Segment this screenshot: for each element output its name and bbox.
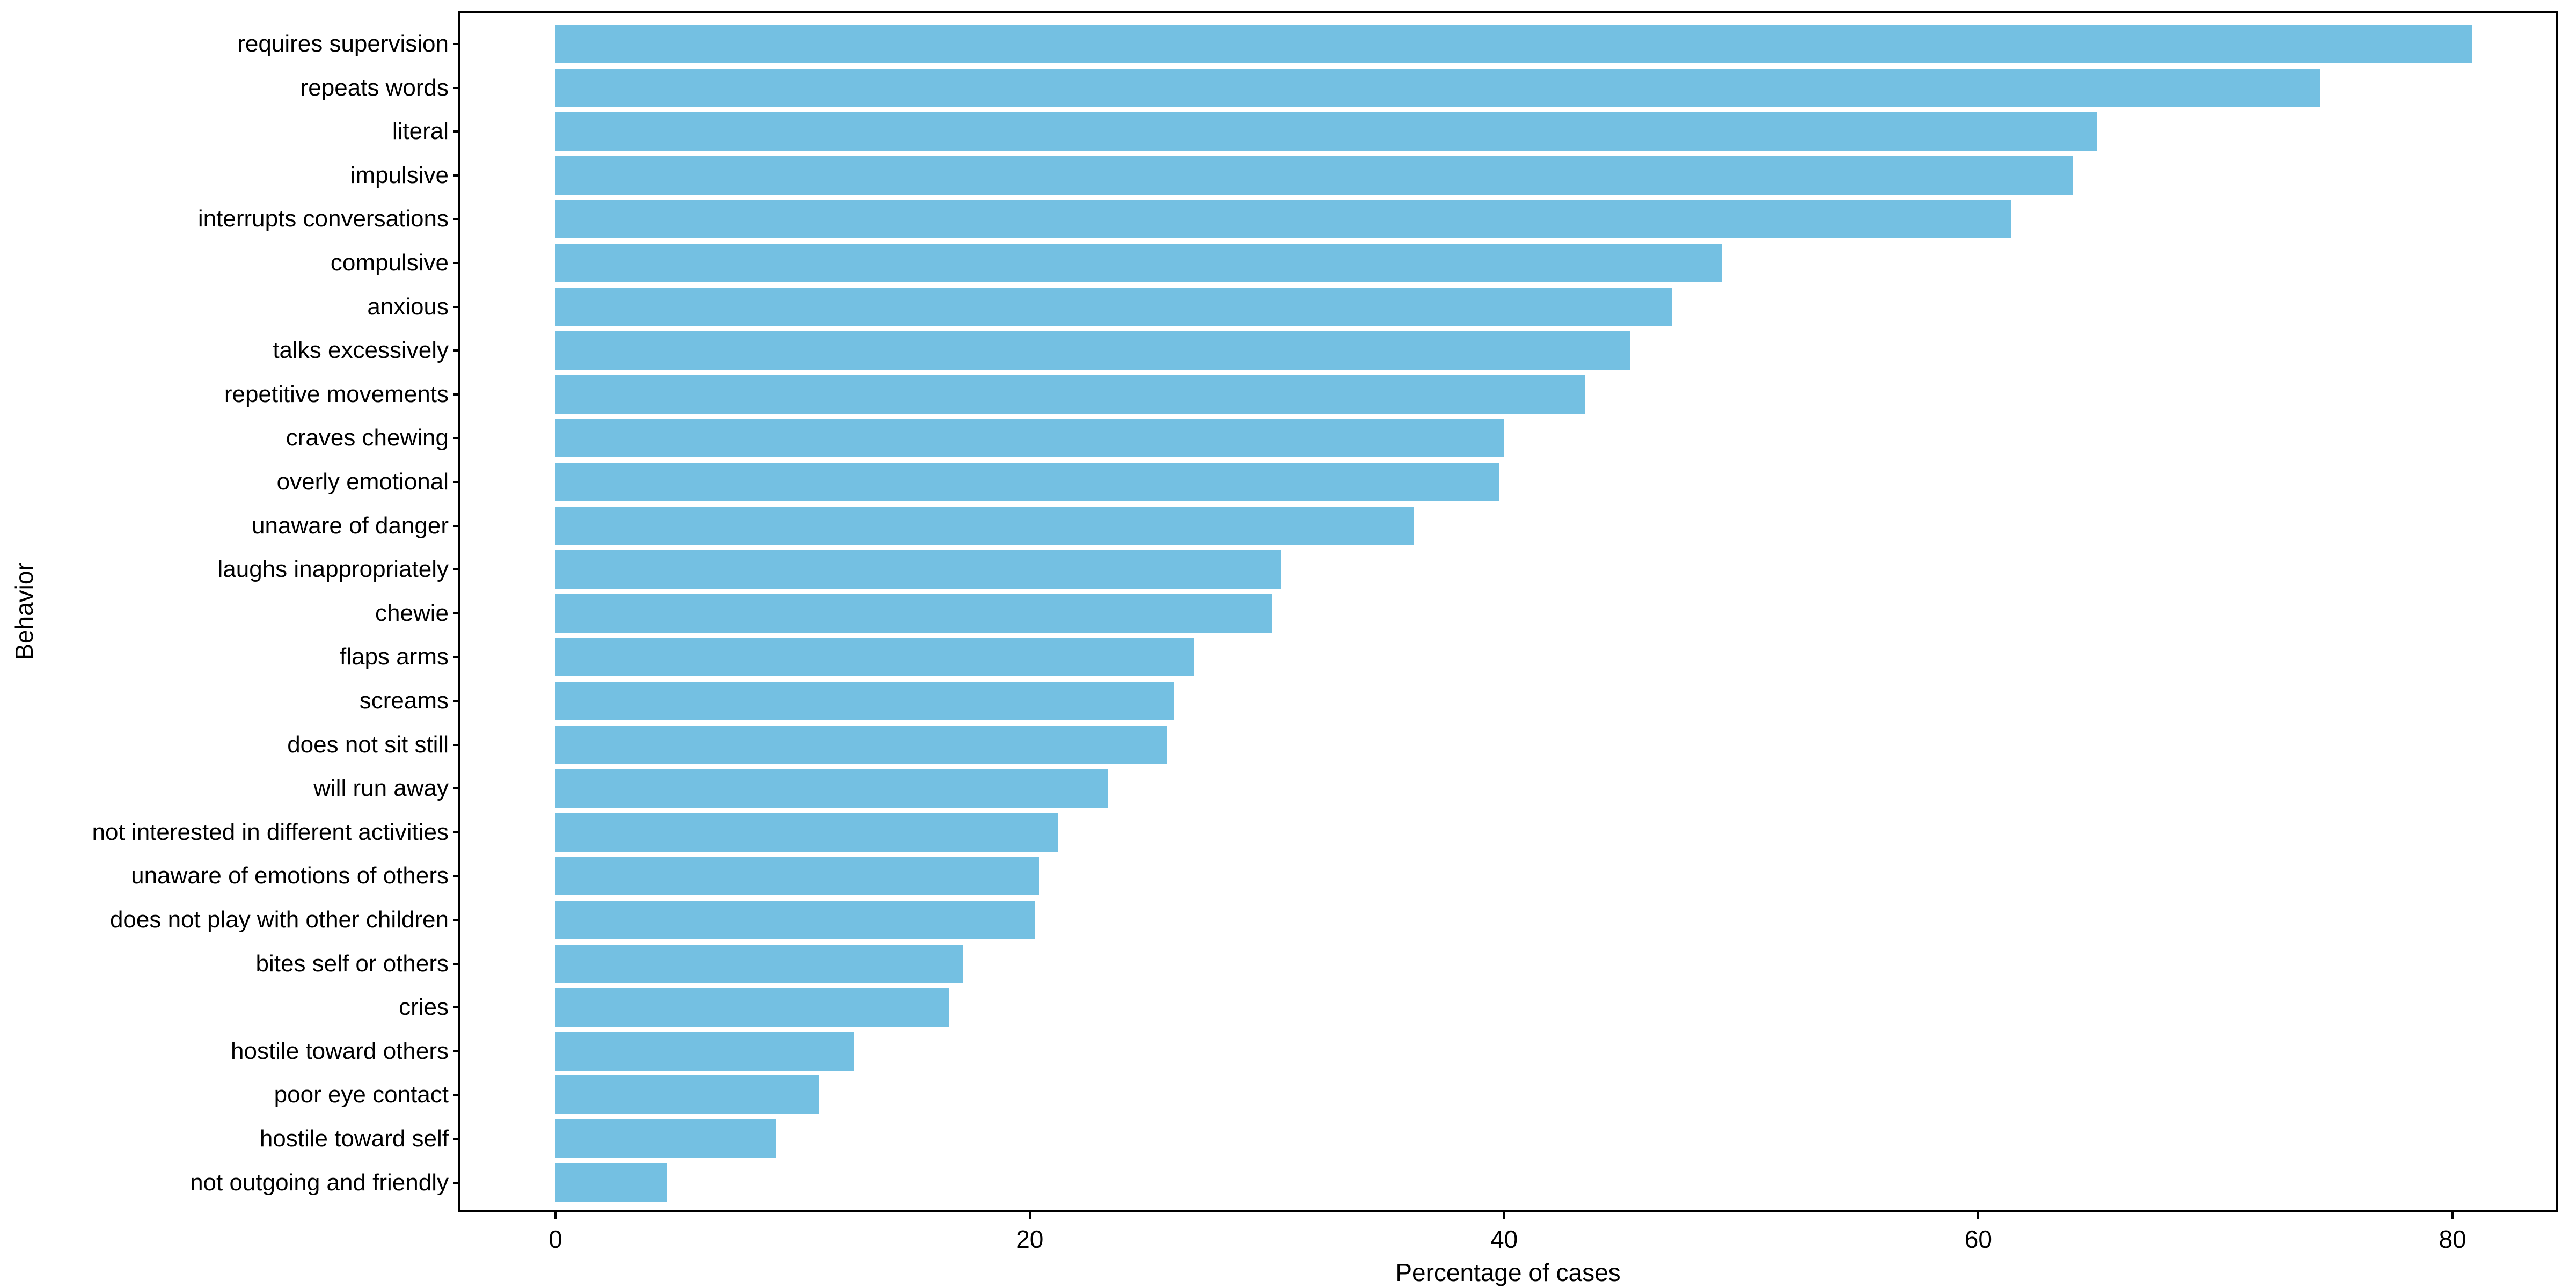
y-axis-tick [453, 743, 460, 746]
y-axis-tick [453, 305, 460, 308]
category-label: hostile toward others [231, 1037, 449, 1064]
y-axis-tick [453, 524, 460, 527]
y-axis-tick [453, 393, 460, 396]
x-axis-title: Percentage of cases [1395, 1258, 1621, 1286]
y-axis-tick [453, 568, 460, 571]
bar-hostile-toward-others [555, 1031, 854, 1071]
bar-flaps-arms [555, 638, 1194, 677]
y-axis-tick [453, 43, 460, 45]
bar-will-run-away [555, 769, 1108, 808]
category-label: does not sit still [287, 731, 449, 758]
y-axis-tick [453, 962, 460, 965]
y-axis-tick [453, 262, 460, 264]
category-label: unaware of emotions of others [131, 862, 449, 889]
bar-laughs-inappropriately [555, 550, 1281, 589]
category-label: poor eye contact [274, 1081, 449, 1108]
y-axis-tick [453, 1094, 460, 1096]
bar-unaware-of-emotions-of-others [555, 857, 1039, 896]
y-axis-title: Behavior [10, 562, 38, 660]
category-label: flaps arms [340, 643, 449, 670]
category-label: chewie [375, 599, 449, 626]
category-label: screams [359, 687, 449, 714]
bar-not-interested-in-different-activities [555, 813, 1058, 852]
x-tick-label: 20 [1016, 1225, 1044, 1253]
y-axis-tick [453, 1050, 460, 1052]
bar-cries [555, 988, 949, 1027]
category-label: anxious [367, 293, 449, 320]
category-label: will run away [313, 775, 449, 802]
category-label: bites self or others [255, 950, 449, 977]
category-label: hostile toward self [259, 1125, 449, 1152]
x-tick-label: 60 [1964, 1225, 1992, 1253]
bar-repeats-words [555, 68, 2320, 107]
y-axis-tick [453, 831, 460, 833]
y-axis-tick [453, 700, 460, 702]
bar-anxious [555, 287, 1672, 326]
bar-does-not-play-with-other-children [555, 901, 1035, 939]
y-axis-tick [453, 481, 460, 483]
bar-chewie [555, 594, 1272, 633]
y-axis-tick [453, 86, 460, 89]
category-label: impulsive [350, 162, 449, 188]
category-label: does not play with other children [109, 906, 449, 933]
y-axis-tick [453, 919, 460, 921]
y-axis-tick [453, 875, 460, 877]
category-label: craves chewing [286, 425, 449, 451]
y-axis-tick [453, 130, 460, 133]
bar-screams [555, 682, 1174, 720]
x-tick-label: 40 [1490, 1225, 1518, 1253]
bar-impulsive [555, 156, 2073, 195]
x-tick-label: 80 [2439, 1225, 2467, 1253]
category-label: requires supervision [237, 31, 449, 57]
y-axis-tick [453, 656, 460, 658]
category-label: repetitive movements [224, 380, 449, 407]
x-tick-label: 0 [548, 1225, 562, 1253]
x-axis-tick [1503, 1212, 1505, 1219]
y-axis-tick [453, 437, 460, 440]
bar-bites-self-or-others [555, 944, 963, 983]
category-label: cries [399, 994, 449, 1021]
bar-interrupts-conversations [555, 200, 2011, 239]
y-axis-tick [453, 1006, 460, 1009]
bar-compulsive [555, 244, 1722, 282]
category-label: unaware of danger [252, 512, 449, 539]
y-axis-tick [453, 787, 460, 790]
category-label: repeats words [300, 74, 449, 101]
y-axis-tick [453, 1181, 460, 1184]
y-axis-tick [453, 349, 460, 352]
y-axis-tick [453, 612, 460, 614]
bar-overly-emotional [555, 463, 1499, 501]
category-label: literal [392, 118, 449, 145]
bar-does-not-sit-still [555, 725, 1167, 764]
bar-hostile-toward-self [555, 1119, 776, 1158]
category-label: not interested in different activities [92, 818, 449, 845]
bar-craves-chewing [555, 419, 1504, 458]
bar-poor-eye-contact [555, 1075, 819, 1115]
x-axis-tick [1977, 1212, 1980, 1219]
x-axis-tick [1028, 1212, 1031, 1219]
plot-panel [458, 11, 2558, 1212]
bar-unaware-of-danger [555, 506, 1414, 545]
y-axis-tick [453, 174, 460, 177]
x-axis-tick [2451, 1212, 2454, 1219]
category-label: talks excessively [273, 337, 449, 364]
x-axis-tick [554, 1212, 557, 1219]
y-axis-tick [453, 1138, 460, 1140]
category-label: laughs inappropriately [217, 556, 449, 583]
category-label: overly emotional [276, 469, 449, 495]
bar-talks-excessively [555, 331, 1630, 370]
category-label: interrupts conversations [197, 206, 449, 232]
y-axis-tick [453, 218, 460, 221]
bar-repetitive-movements [555, 375, 1585, 414]
category-label: not outgoing and friendly [190, 1169, 449, 1196]
bar-not-outgoing-and-friendly [555, 1163, 667, 1202]
category-label: compulsive [330, 250, 449, 276]
bar-requires-supervision [555, 25, 2472, 63]
bar-literal [555, 112, 2097, 151]
